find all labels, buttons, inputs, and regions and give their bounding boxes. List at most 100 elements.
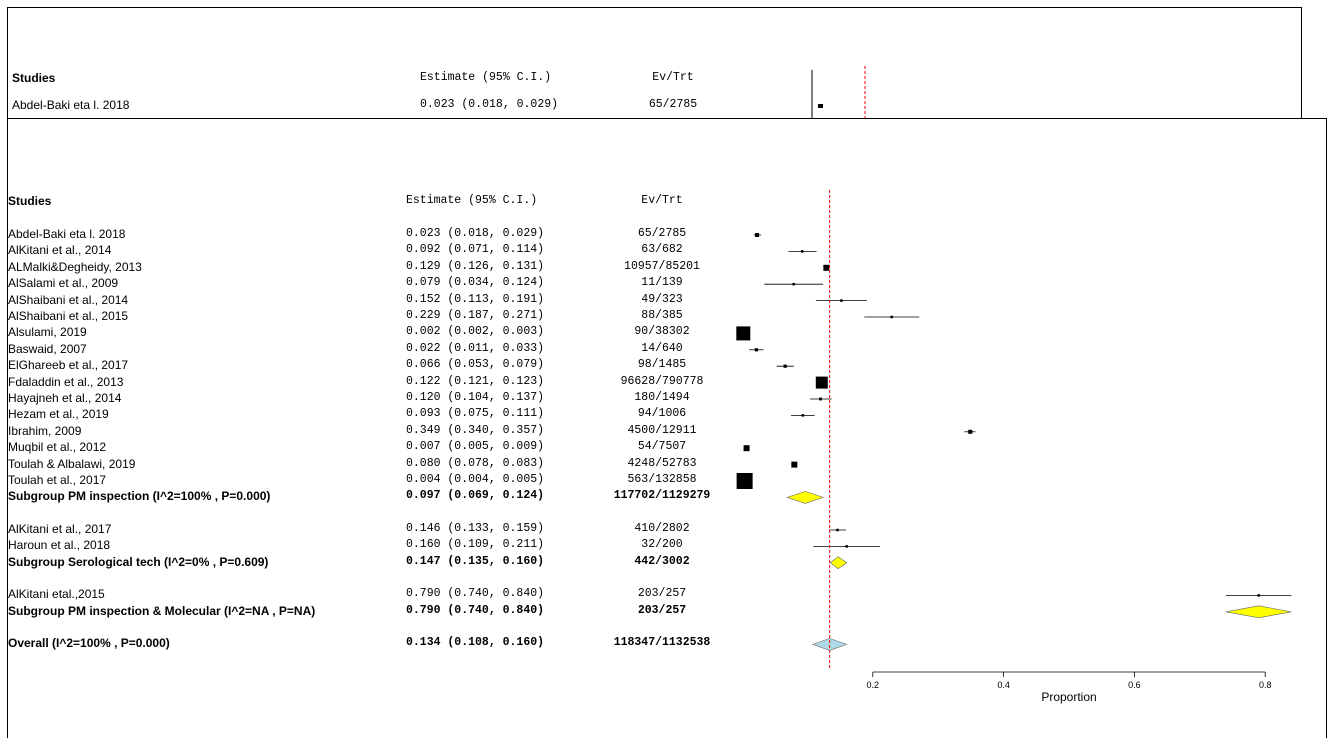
point-marker bbox=[890, 315, 894, 319]
study-label: Baswaid, 2007 bbox=[8, 341, 87, 356]
point-marker bbox=[815, 376, 828, 389]
study-label: AlSalami et al., 2009 bbox=[8, 276, 119, 291]
study-label: AlKitani etal.,2015 bbox=[8, 587, 105, 602]
back-study-label: Abdel-Baki eta l. 2018 bbox=[12, 98, 130, 112]
estimate-text: 0.122 (0.121, 0.123) bbox=[406, 374, 545, 388]
point-marker bbox=[736, 473, 753, 489]
evtrt-text: 4248/52783 bbox=[627, 456, 697, 470]
overall-estimate-text: 0.134 (0.108, 0.160) bbox=[406, 636, 545, 650]
subgroup-label: Subgroup PM inspection & Molecular (I^2=… bbox=[8, 603, 316, 618]
header-evtrt: Ev/Trt bbox=[641, 194, 683, 207]
back-estimate-text: 0.023 (0.018, 0.029) bbox=[420, 98, 559, 111]
study-label: AlShaibani et al., 2015 bbox=[8, 309, 129, 323]
point-marker bbox=[736, 326, 751, 341]
evtrt-text: 98/1485 bbox=[637, 358, 687, 372]
evtrt-text: 49/323 bbox=[641, 292, 683, 306]
evtrt-text: 14/640 bbox=[641, 341, 683, 355]
estimate-text: 0.093 (0.075, 0.111) bbox=[406, 407, 545, 421]
subgroup-estimate-text: 0.097 (0.069, 0.124) bbox=[406, 489, 545, 503]
evtrt-text: 11/139 bbox=[641, 276, 683, 290]
estimate-text: 0.066 (0.053, 0.079) bbox=[406, 358, 545, 372]
evtrt-text: 4500/12911 bbox=[627, 423, 697, 437]
x-tick-label: 0.4 bbox=[997, 680, 1010, 690]
estimate-text: 0.007 (0.005, 0.009) bbox=[406, 440, 545, 454]
study-label: Hayajneh et al., 2014 bbox=[8, 391, 122, 405]
estimate-text: 0.002 (0.002, 0.003) bbox=[406, 325, 545, 339]
evtrt-text: 10957/85201 bbox=[624, 259, 700, 273]
evtrt-text: 180/1494 bbox=[634, 391, 690, 404]
estimate-text: 0.229 (0.187, 0.271) bbox=[406, 309, 545, 322]
overall-diamond bbox=[811, 638, 848, 651]
subgroup-estimate-text: 0.147 (0.135, 0.160) bbox=[406, 554, 545, 568]
study-label: Haroun et al., 2018 bbox=[8, 538, 111, 553]
estimate-text: 0.079 (0.034, 0.124) bbox=[406, 276, 545, 290]
evtrt-text: 410/2802 bbox=[634, 522, 690, 535]
x-tick-label: 0.2 bbox=[867, 680, 880, 690]
back-header-evtrt: Ev/Trt bbox=[652, 71, 694, 84]
estimate-text: 0.790 (0.740, 0.840) bbox=[406, 587, 545, 601]
subgroup-evtrt-text: 117702/1129279 bbox=[613, 489, 711, 503]
evtrt-text: 96628/790778 bbox=[620, 374, 704, 388]
study-label: AlKitani et al., 2017 bbox=[8, 522, 112, 536]
x-tick-label: 0.8 bbox=[1259, 680, 1272, 690]
header-studies: Studies bbox=[8, 194, 52, 208]
study-label: Ibrahim, 2009 bbox=[8, 423, 82, 438]
point-marker bbox=[823, 264, 830, 271]
point-marker bbox=[840, 299, 843, 302]
estimate-text: 0.022 (0.011, 0.033) bbox=[406, 341, 545, 355]
point-marker bbox=[845, 545, 848, 548]
back-header-studies: Studies bbox=[12, 71, 56, 85]
overall-label: Overall (I^2=100% , P=0.000) bbox=[8, 636, 170, 651]
subgroup-label: Subgroup PM inspection (I^2=100% , P=0.0… bbox=[8, 489, 271, 504]
study-label: Abdel-Baki eta l. 2018 bbox=[8, 227, 126, 241]
point-marker bbox=[836, 528, 839, 532]
study-label: AlKitani et al., 2014 bbox=[8, 243, 112, 258]
evtrt-text: 88/385 bbox=[641, 309, 683, 322]
study-label: Hezam et al., 2019 bbox=[8, 407, 109, 422]
estimate-text: 0.160 (0.109, 0.211) bbox=[406, 538, 545, 552]
subgroup-evtrt-text: 203/257 bbox=[637, 603, 687, 617]
study-label: Fdaladdin et al., 2013 bbox=[8, 374, 124, 389]
study-label: Alsulami, 2019 bbox=[8, 325, 87, 340]
x-axis-label: Proportion bbox=[1041, 690, 1097, 704]
evtrt-text: 63/682 bbox=[641, 243, 683, 257]
point-marker bbox=[791, 461, 798, 468]
study-label: AlShaibani et al., 2014 bbox=[8, 292, 129, 307]
point-marker bbox=[819, 397, 822, 401]
back-evtrt-text: 65/2785 bbox=[648, 98, 698, 111]
estimate-text: 0.129 (0.126, 0.131) bbox=[406, 259, 545, 273]
point-marker bbox=[1257, 594, 1260, 597]
study-label: ElGhareeb et al., 2017 bbox=[8, 358, 129, 373]
evtrt-text: 65/2785 bbox=[637, 227, 687, 240]
evtrt-text: 54/7507 bbox=[637, 440, 687, 454]
back-point-marker bbox=[818, 104, 823, 108]
evtrt-text: 90/38302 bbox=[634, 325, 690, 339]
subgroup-diamond bbox=[829, 556, 848, 570]
estimate-text: 0.349 (0.340, 0.357) bbox=[406, 423, 545, 437]
subgroup-label: Subgroup Serological tech (I^2=0% , P=0.… bbox=[8, 554, 269, 569]
evtrt-text: 32/200 bbox=[641, 538, 683, 552]
background-plot-panel bbox=[7, 7, 1302, 132]
evtrt-text: 94/1006 bbox=[637, 407, 687, 421]
point-marker bbox=[755, 233, 760, 237]
x-tick-label: 0.6 bbox=[1128, 680, 1141, 690]
point-marker bbox=[743, 445, 750, 452]
point-marker bbox=[801, 414, 805, 417]
point-marker bbox=[800, 250, 804, 253]
study-label: Toulah & Albalawi, 2019 bbox=[8, 456, 136, 471]
header-estimate: Estimate (95% C.I.) bbox=[406, 194, 538, 207]
evtrt-text: 203/257 bbox=[637, 587, 687, 601]
point-marker bbox=[783, 364, 787, 368]
subgroup-diamond bbox=[1225, 605, 1292, 619]
forest-plot-panel bbox=[7, 118, 1327, 738]
point-marker bbox=[792, 282, 795, 286]
point-marker bbox=[754, 348, 758, 352]
overall-evtrt-text: 118347/1132538 bbox=[613, 636, 711, 650]
back-header-estimate: Estimate (95% C.I.) bbox=[420, 71, 552, 84]
estimate-text: 0.080 (0.078, 0.083) bbox=[406, 456, 545, 470]
point-marker bbox=[968, 429, 973, 434]
estimate-text: 0.146 (0.133, 0.159) bbox=[406, 522, 545, 535]
subgroup-estimate-text: 0.790 (0.740, 0.840) bbox=[406, 603, 545, 617]
estimate-text: 0.152 (0.113, 0.191) bbox=[406, 292, 545, 306]
